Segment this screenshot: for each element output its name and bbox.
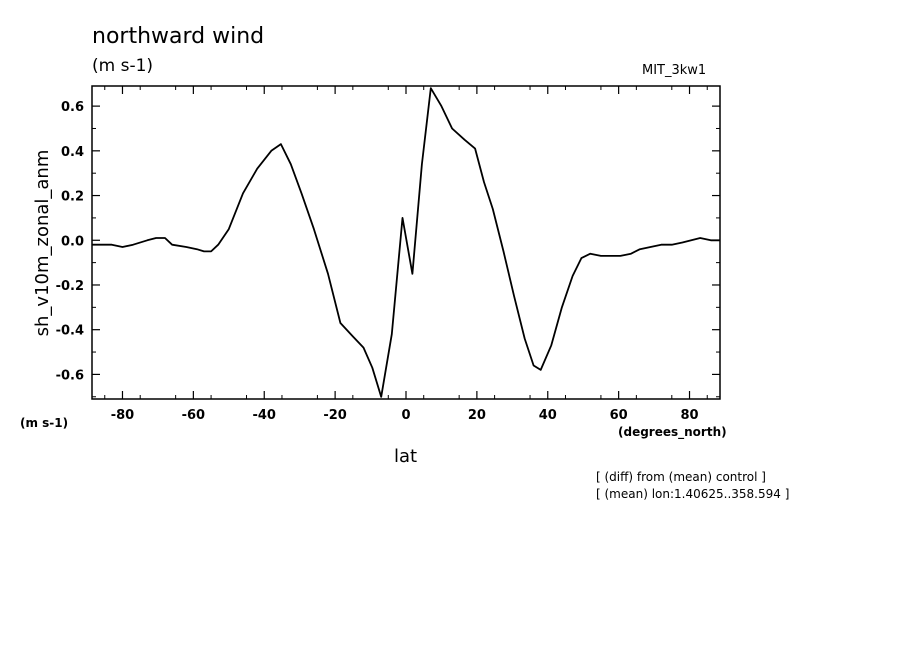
chart-units: (m s-1) (92, 56, 154, 76)
x-tick-label: -60 (182, 408, 206, 423)
x-tick-label: -80 (111, 408, 135, 423)
x-tick-label: -20 (323, 408, 347, 423)
y-tick-label: -0.2 (56, 279, 84, 294)
x-tick-label: 20 (468, 408, 486, 423)
y-axis-units: (m s-1) (20, 416, 69, 430)
chart-title: northward wind (92, 24, 265, 49)
x-tick-label: -40 (252, 408, 276, 423)
series-group (92, 87, 720, 398)
x-axis-label: lat (394, 446, 418, 467)
axes-group: -80 -60 -40 -20 0 20 40 60 80 -0.6 -0.4 -0.2 0.0 0.2 0… (56, 85, 721, 423)
y-tick-label: 0.6 (61, 100, 84, 115)
x-tick-label: 0 (401, 408, 410, 423)
series-line (92, 87, 720, 398)
x-tick-label: 40 (539, 408, 557, 423)
x-tick-label: 80 (680, 408, 698, 423)
y-tick-label: 0.0 (61, 234, 84, 249)
y-tick-label: 0.4 (61, 145, 84, 160)
y-tick-label: -0.6 (56, 368, 84, 383)
model-label: MIT_3kw1 (642, 63, 707, 78)
x-tick-label: 60 (610, 408, 628, 423)
note-diff: [ (diff) from (mean) control ] (596, 470, 766, 484)
x-axis-units: (degrees_north) (618, 425, 727, 439)
y-tick-label: -0.4 (56, 324, 84, 339)
y-tick-label: 0.2 (61, 190, 84, 205)
note-mean: [ (mean) lon:1.40625..358.594 ] (596, 487, 790, 501)
